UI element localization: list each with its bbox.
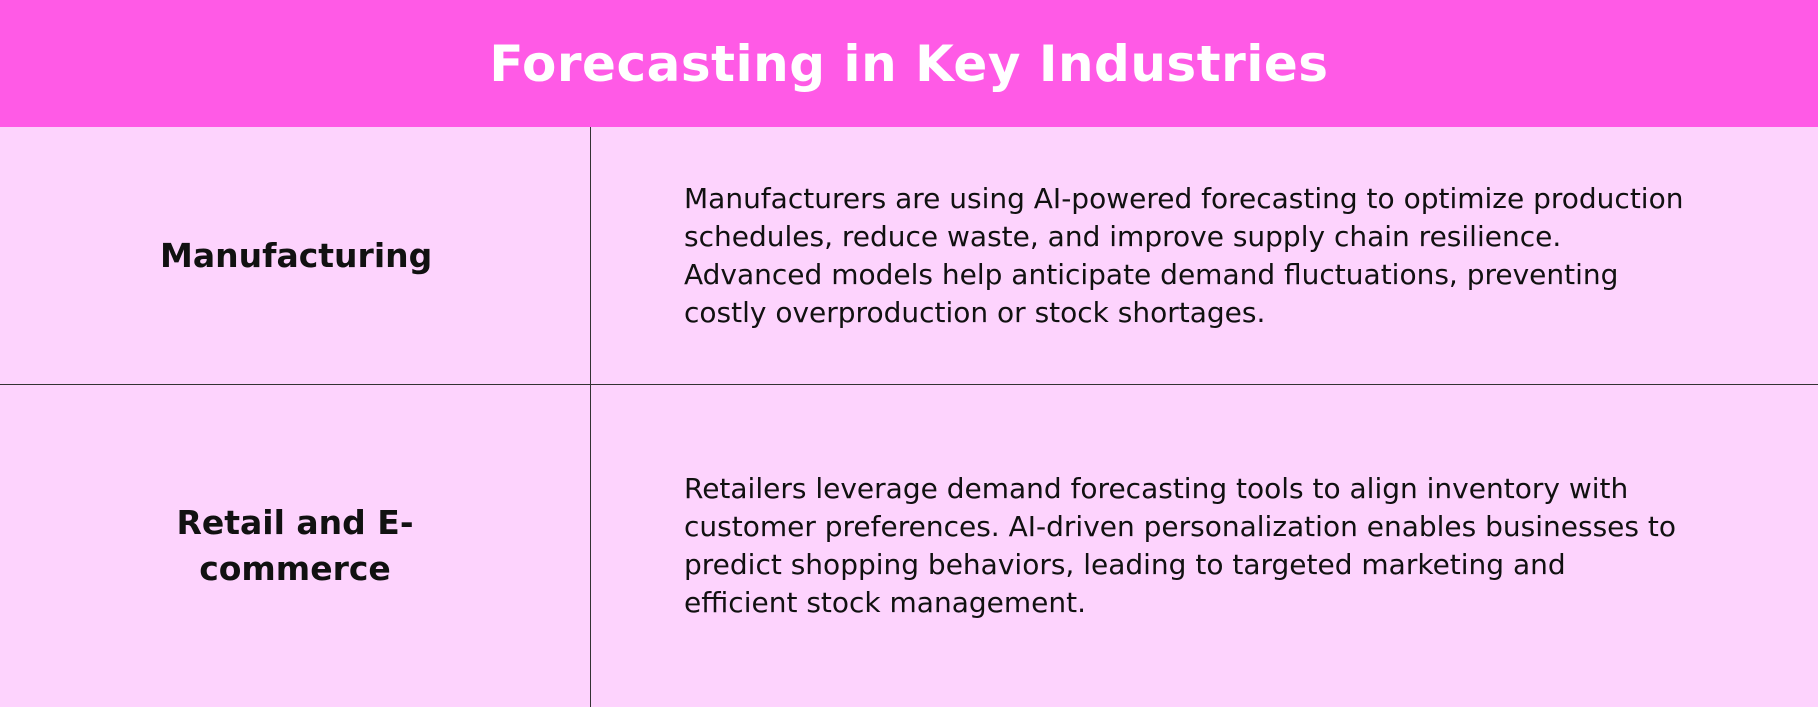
title: Forecasting in Key Industries	[489, 34, 1329, 93]
industry-name: Retail and E-commerce	[176, 503, 414, 588]
industry-cell: Manufacturing	[0, 127, 591, 384]
description: Manufacturers are using AI-powered forec…	[684, 181, 1684, 329]
industry-name: Manufacturing	[160, 235, 433, 275]
industry-cell: Retail and E-commerce	[0, 385, 591, 707]
table: Manufacturing Manufacturers are using AI…	[0, 127, 1818, 707]
header: Forecasting in Key Industries	[0, 0, 1818, 127]
description-cell: Manufacturers are using AI-powered forec…	[591, 127, 1818, 384]
table-row: Manufacturing Manufacturers are using AI…	[0, 127, 1818, 385]
description: Retailers leverage demand forecasting to…	[684, 472, 1676, 619]
table-row: Retail and E-commerce Retailers leverage…	[0, 385, 1818, 707]
description-cell: Retailers leverage demand forecasting to…	[591, 385, 1818, 707]
